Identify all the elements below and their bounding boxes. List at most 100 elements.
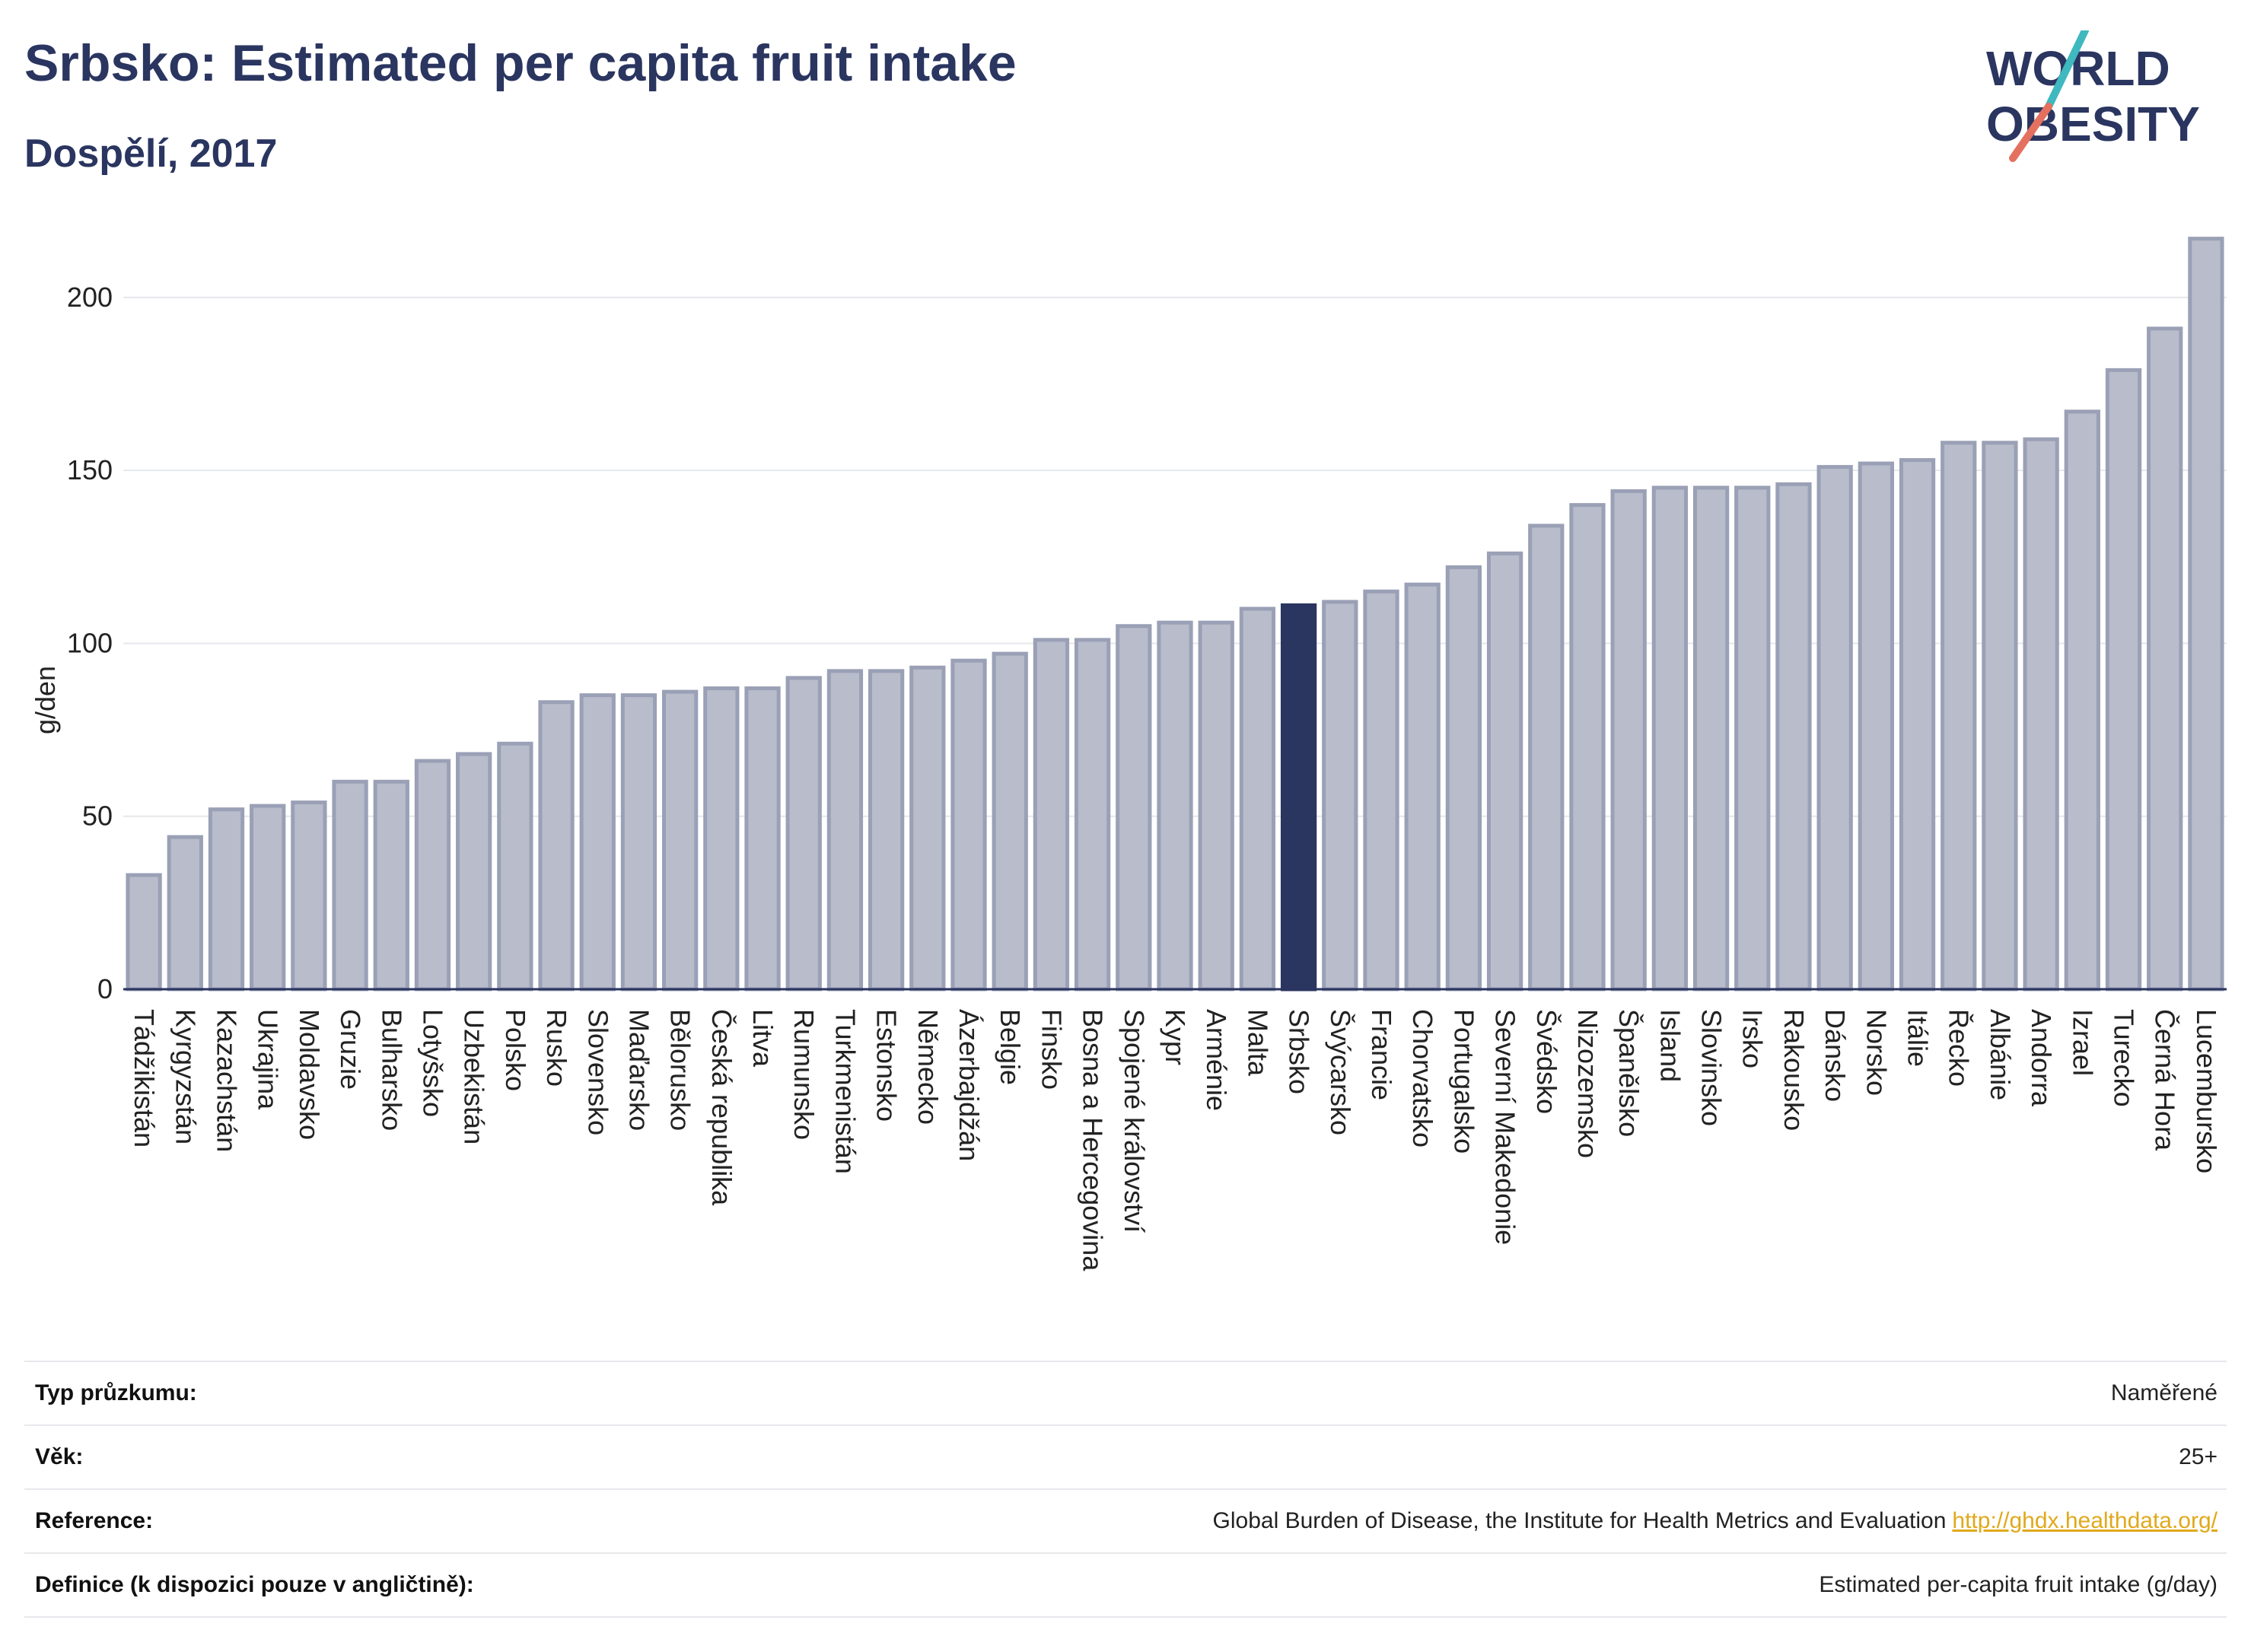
chart-subtitle: Dospělí, 2017 [24, 132, 278, 176]
x-tick-label: Rusko [541, 1009, 572, 1087]
x-tick-label: Slovensko [582, 1009, 613, 1135]
bar [538, 700, 575, 992]
info-key: Typ průzkumu: [35, 1380, 197, 1405]
bar [1858, 461, 1894, 992]
bar [1775, 482, 1812, 992]
x-tick-label: Chorvatsko [1407, 1009, 1438, 1147]
bar [703, 686, 740, 992]
x-tick-label: Island [1654, 1009, 1686, 1082]
y-tick-label: 100 [67, 627, 113, 658]
bar [1941, 441, 1977, 992]
x-tick-label: Rakousko [1778, 1009, 1810, 1131]
x-tick-label: Černá Hora [2150, 1009, 2181, 1151]
bar [1116, 624, 1152, 992]
x-tick-label: Gruzie [335, 1009, 366, 1090]
info-row-definition: Definice (k dispozici pouze v angličtině… [24, 1552, 2227, 1618]
info-value: Global Burden of Disease, the Institute … [1213, 1508, 2227, 1534]
bar [620, 693, 657, 992]
x-tick-label: Bulharsko [376, 1009, 407, 1131]
bar [373, 779, 409, 992]
bar [250, 804, 286, 992]
x-tick-label: Švédsko [1531, 1009, 1562, 1114]
bar [868, 669, 905, 992]
x-tick-label: Tádžikistán [129, 1009, 160, 1147]
x-tick-label: Bělorusko [665, 1009, 696, 1131]
x-tick-label: Litva [747, 1009, 778, 1068]
logo-coral-stroke [2009, 103, 2052, 162]
x-tick-label: Rumunsko [788, 1009, 820, 1140]
x-tick-label: Itálie [1902, 1009, 1934, 1067]
y-axis-label: g/den [30, 666, 61, 734]
bar [332, 779, 368, 992]
x-tick-label: Finsko [1036, 1009, 1067, 1090]
reference-link[interactable]: http://ghdx.healthdata.org/ [1952, 1508, 2218, 1533]
bar [1486, 551, 1523, 992]
bar [1198, 620, 1234, 992]
info-table: Typ průzkumu: Naměřené Věk: 25+ Referenc… [24, 1361, 2227, 1618]
bar [1363, 589, 1399, 992]
bar [1157, 620, 1193, 992]
x-tick-label: Německo [912, 1009, 944, 1125]
x-tick-label: Švýcarsko [1325, 1009, 1356, 1135]
info-key: Reference: [35, 1508, 154, 1533]
bar [1322, 600, 1358, 992]
x-tick-label: Norsko [1861, 1009, 1892, 1096]
bar [1239, 606, 1276, 992]
bar [208, 807, 245, 992]
bar [2023, 437, 2059, 992]
bar [744, 686, 781, 992]
bar [950, 658, 987, 992]
info-value: Estimated per-capita fruit intake (g/day… [1819, 1572, 2218, 1597]
bar [579, 693, 616, 992]
x-tick-label: Slovinsko [1696, 1009, 1727, 1126]
logo-teal-stroke [2045, 30, 2089, 110]
x-tick-label: Arménie [1201, 1009, 1232, 1111]
x-tick-label: Řecko [1944, 1009, 1975, 1087]
world-obesity-logo: WORLD OBESITY [1986, 30, 2200, 162]
y-tick-label: 150 [67, 454, 113, 485]
bar [167, 835, 203, 992]
y-tick-label: 200 [67, 282, 113, 313]
x-tick-label: Malta [1242, 1009, 1273, 1077]
x-tick-label: Lucembursko [2191, 1009, 2222, 1173]
x-tick-label: Albánie [1985, 1009, 2016, 1100]
bar [1734, 485, 1771, 992]
bar [1610, 489, 1647, 992]
info-key: Definice (k dispozici pouze v angličtině… [35, 1572, 474, 1597]
x-tick-label: Severní Makedonie [1490, 1009, 1521, 1245]
reference-text: Global Burden of Disease, the Institute … [1212, 1508, 1947, 1533]
x-tick-label: Maďarsko [623, 1009, 654, 1131]
x-tick-label: Turkmenistán [829, 1009, 861, 1174]
x-tick-label: Estonsko [871, 1009, 903, 1122]
x-tick-label: Bosna a Hercegovina [1078, 1009, 1109, 1272]
bar [2064, 409, 2100, 992]
x-tick-label: Kyrgyzstán [170, 1009, 201, 1144]
x-tick-label: Španělsko [1613, 1009, 1644, 1137]
x-tick-label: Kazachstán [211, 1009, 242, 1152]
info-key: Věk: [35, 1444, 84, 1469]
x-tick-label: Francie [1366, 1009, 1397, 1100]
info-row-survey-type: Typ průzkumu: Naměřené [24, 1361, 2227, 1424]
bar [992, 651, 1028, 992]
bar [1899, 458, 1936, 992]
bar [456, 752, 492, 992]
info-row-age: Věk: 25+ [24, 1424, 2227, 1488]
info-row-reference: Reference: Global Burden of Disease, the… [24, 1488, 2227, 1552]
axes: 0 50 100 150 200 g/den Tádžikistán Kyrgyzstán Ka… [30, 282, 2227, 1272]
bar [1569, 503, 1606, 992]
bar [291, 801, 327, 992]
bar-highlight [1280, 603, 1317, 992]
x-tick-label: Lotyšsko [417, 1009, 448, 1117]
x-tick-label: Polsko [500, 1009, 531, 1091]
bar [1982, 441, 2018, 992]
x-tick-label: Srbsko [1284, 1009, 1315, 1094]
bar [1692, 485, 1730, 992]
info-value: 25+ [2179, 1444, 2218, 1469]
bar-chart: 0 50 100 150 200 g/den Tádžikistán Kyrgyzstán Ka… [30, 237, 2227, 1272]
bar [1528, 524, 1565, 992]
bar [126, 873, 162, 992]
x-tick-label: Dánsko [1820, 1009, 1851, 1102]
x-tick-label: Andorra [2026, 1009, 2057, 1107]
x-tick-label: Turecko [2109, 1009, 2140, 1107]
bar [1074, 638, 1111, 992]
